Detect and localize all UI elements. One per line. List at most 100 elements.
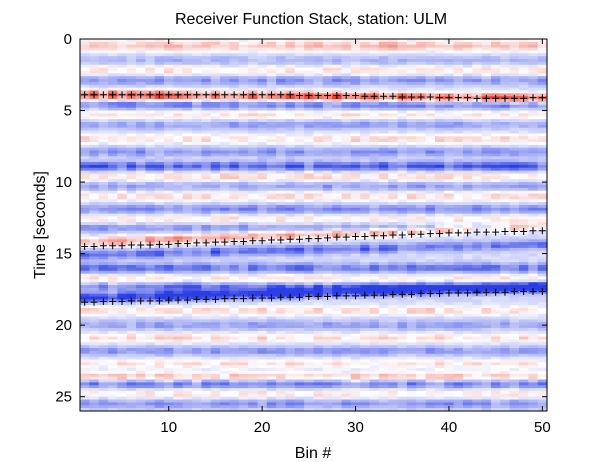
heatmap-cell — [173, 170, 184, 175]
heatmap-cell — [173, 110, 184, 114]
heatmap-cell — [98, 153, 109, 157]
heatmap-cell — [108, 305, 118, 309]
heatmap-cell — [136, 41, 146, 46]
heatmap-cell — [238, 365, 249, 369]
heatmap-cell — [416, 322, 427, 326]
heatmap-cell — [210, 330, 221, 335]
heatmap-cell — [173, 184, 184, 189]
heatmap-cell — [98, 61, 109, 66]
heatmap-cell — [164, 167, 174, 172]
heatmap-cell — [397, 239, 408, 243]
heatmap-cell — [173, 408, 184, 412]
heatmap-cell — [220, 210, 231, 215]
heatmap-cell — [416, 236, 427, 240]
heatmap-cell — [248, 245, 259, 249]
heatmap-cell — [182, 216, 193, 220]
heatmap-cell — [182, 262, 193, 266]
heatmap-cell — [285, 87, 296, 92]
heatmap-cell — [89, 305, 100, 309]
heatmap-cell — [108, 365, 118, 369]
heatmap-cell — [108, 199, 118, 203]
heatmap-cell — [220, 408, 231, 412]
heatmap-cell — [416, 307, 427, 312]
heatmap-cell — [350, 196, 361, 200]
heatmap-cell — [304, 99, 315, 103]
heatmap-cell — [341, 59, 352, 63]
heatmap-cell — [126, 236, 137, 240]
heatmap-cell — [313, 73, 324, 77]
heatmap-cell — [388, 167, 399, 172]
heatmap-cell — [313, 259, 324, 263]
heatmap-cell — [257, 113, 268, 117]
heatmap-cell — [350, 139, 361, 143]
heatmap-cell — [89, 399, 100, 404]
heatmap-cell — [238, 64, 249, 69]
heatmap-cell — [425, 396, 436, 401]
heatmap-cell — [416, 370, 427, 375]
heatmap-cell — [89, 139, 100, 143]
heatmap-cell — [313, 368, 324, 372]
heatmap-cell — [294, 342, 305, 346]
heatmap-cell — [164, 56, 174, 60]
heatmap-cell — [192, 64, 203, 69]
heatmap-cell — [173, 302, 184, 306]
heatmap-cell — [257, 87, 268, 92]
heatmap-cell — [369, 173, 380, 177]
heatmap-cell — [397, 256, 408, 260]
heatmap-cell — [182, 79, 193, 83]
heatmap-cell — [360, 116, 371, 120]
heatmap-cell — [229, 101, 240, 106]
heatmap-cell — [341, 342, 352, 346]
heatmap-cell — [89, 356, 100, 361]
heatmap-cell — [397, 273, 408, 278]
heatmap-cell — [285, 259, 296, 263]
heatmap-cell — [136, 319, 146, 323]
heatmap-cell — [164, 233, 174, 238]
heatmap-cell — [285, 170, 296, 175]
heatmap-cell — [388, 262, 399, 266]
heatmap-cell — [378, 210, 389, 215]
heatmap-cell — [266, 393, 277, 398]
heatmap-cell — [304, 348, 315, 352]
heatmap-cell — [416, 296, 427, 300]
heatmap-cell — [173, 390, 184, 395]
heatmap-cell — [182, 290, 193, 295]
heatmap-cell — [341, 196, 352, 200]
heatmap-cell — [332, 210, 343, 215]
heatmap-cell — [136, 259, 146, 263]
heatmap-cell — [164, 173, 174, 177]
heatmap-cell — [182, 225, 193, 229]
heatmap-cell — [229, 365, 240, 369]
heatmap-cell — [304, 390, 315, 395]
heatmap-cell — [220, 41, 231, 46]
heatmap-cell — [285, 368, 296, 372]
heatmap-cell — [425, 273, 436, 278]
heatmap-cell — [378, 73, 389, 77]
heatmap-cell — [145, 250, 156, 255]
heatmap-cell — [145, 316, 156, 321]
heatmap-cell — [276, 345, 287, 349]
heatmap-cell — [145, 405, 156, 409]
heatmap-cell — [210, 293, 221, 298]
heatmap-cell — [369, 121, 380, 126]
heatmap-cell — [210, 282, 221, 286]
heatmap-cell — [369, 162, 380, 166]
heatmap-cell — [220, 179, 231, 183]
heatmap-cell — [388, 156, 399, 160]
heatmap-cell — [332, 382, 343, 386]
heatmap-cell — [416, 373, 427, 378]
heatmap-cell — [154, 356, 165, 361]
heatmap-cell — [304, 256, 315, 260]
heatmap-cell — [89, 53, 100, 57]
heatmap-cell — [192, 167, 203, 172]
heatmap-cell — [266, 53, 277, 57]
heatmap-cell — [108, 273, 118, 278]
heatmap-cell — [350, 104, 361, 109]
heatmap-cell — [350, 50, 361, 54]
heatmap-cell — [276, 339, 287, 343]
heatmap-cell — [304, 156, 315, 160]
heatmap-cell — [285, 290, 296, 295]
heatmap-cell — [108, 356, 118, 361]
heatmap-cell — [173, 336, 184, 341]
heatmap-cell — [229, 333, 240, 338]
